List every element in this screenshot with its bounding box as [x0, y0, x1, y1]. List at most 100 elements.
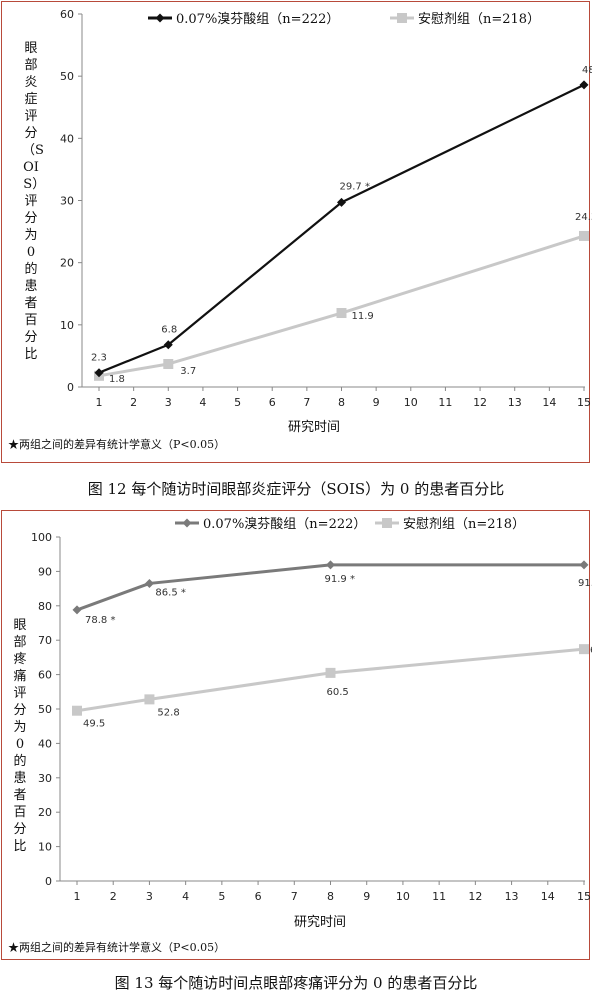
- x-tick-label: 3: [146, 890, 153, 903]
- x-tick-label: 11: [432, 890, 446, 903]
- data-point-marker: [163, 358, 174, 369]
- y-tick-label: 60: [38, 669, 52, 682]
- data-point-marker: [144, 694, 155, 705]
- legend-label: 安慰剂组（n=218）: [403, 517, 525, 532]
- x-tick-label: 6: [255, 890, 262, 903]
- x-tick-label: 9: [363, 890, 370, 903]
- data-point-marker: [579, 560, 589, 570]
- y-tick-label: 50: [38, 703, 52, 716]
- y-tick-label: 0: [67, 381, 74, 394]
- y-axis-label: 眼部炎症评分（SOIS）评分为0的患者百分比: [22, 41, 44, 362]
- data-label: 48.6 *: [582, 65, 592, 76]
- data-label: 3.7: [180, 366, 196, 377]
- data-label: 60.5: [327, 687, 349, 698]
- figure-caption: 图 12 每个随访时间眼部炎症评分（SOIS）为 0 的患者百分比: [87, 480, 505, 498]
- legend-label: 0.07%溴芬酸组（n=222）: [176, 12, 339, 27]
- data-point-marker: [163, 340, 173, 350]
- y-tick-label: 80: [38, 600, 52, 613]
- x-tick-label: 1: [96, 396, 103, 409]
- data-point-marker: [94, 368, 104, 378]
- data-label: 6.8: [161, 325, 177, 336]
- x-tick-label: 1: [74, 890, 81, 903]
- y-tick-label: 60: [60, 8, 74, 21]
- data-label: 11.9: [352, 311, 374, 322]
- series-line: [98, 234, 585, 378]
- data-label: 29.7 *: [340, 181, 370, 192]
- x-tick-label: 5: [234, 396, 241, 409]
- x-tick-label: 4: [199, 396, 206, 409]
- data-label: 2.3: [91, 353, 107, 364]
- data-label: 1.8: [109, 374, 125, 385]
- series-line: [76, 563, 584, 612]
- x-tick-label: 7: [291, 890, 298, 903]
- legend-marker: [155, 13, 165, 23]
- footnote: ★两组之间的差异有统计学意义（P<0.05）: [8, 941, 226, 954]
- x-tick-label: 8: [327, 890, 334, 903]
- legend-label: 0.07%溴芬酸组（n=222）: [203, 517, 366, 532]
- x-tick-label: 15: [577, 396, 591, 409]
- y-tick-label: 10: [38, 841, 52, 854]
- series-line: [76, 647, 585, 713]
- x-tick-label: 8: [338, 396, 345, 409]
- y-tick-label: 20: [60, 257, 74, 270]
- data-point-marker: [579, 230, 589, 241]
- data-point-marker: [72, 605, 82, 615]
- legend-label: 安慰剂组（n=218）: [418, 12, 540, 27]
- data-label: 24.3: [575, 212, 592, 223]
- data-label: 86.5 *: [155, 587, 185, 598]
- x-tick-label: 10: [404, 396, 418, 409]
- y-tick-label: 100: [31, 531, 52, 544]
- data-label: 49.5: [83, 719, 105, 730]
- x-tick-label: 10: [396, 890, 410, 903]
- chart-panel-pain: 眼部疼痛评分为0的患者百分比 研究时间 ★两组之间的差异有统计学意义（P<0.0…: [1, 510, 590, 960]
- x-tick-label: 4: [182, 890, 189, 903]
- x-tick-label: 13: [508, 396, 522, 409]
- y-tick-label: 70: [38, 634, 52, 647]
- x-tick-label: 9: [373, 396, 380, 409]
- data-point-marker: [326, 560, 335, 570]
- x-tick-label: 12: [473, 396, 487, 409]
- legend-marker: [182, 518, 192, 528]
- data-point-marker: [336, 308, 347, 319]
- x-tick-label: 11: [438, 396, 452, 409]
- y-tick-label: 90: [38, 565, 52, 578]
- y-axis-label: 眼部疼痛评分为0的患者百分比: [13, 618, 27, 854]
- data-point-marker: [579, 80, 589, 90]
- y-tick-label: 0: [45, 875, 52, 888]
- data-label: 91.9 *: [325, 574, 355, 585]
- data-label: 78.8 *: [85, 615, 115, 626]
- data-point-marker: [337, 197, 346, 207]
- data-label: 52.8: [157, 707, 179, 718]
- y-tick-label: 30: [60, 195, 74, 208]
- x-axis-label: 研究时间: [294, 915, 347, 930]
- x-tick-label: 12: [468, 890, 482, 903]
- x-tick-label: 14: [542, 396, 556, 409]
- y-tick-label: 20: [38, 806, 52, 819]
- x-tick-label: 14: [541, 890, 555, 903]
- x-tick-label: 2: [130, 396, 137, 409]
- data-label: 67.4: [590, 645, 592, 656]
- x-tick-label: 3: [165, 396, 172, 409]
- x-tick-label: 6: [269, 396, 276, 409]
- footnote: ★两组之间的差异有统计学意义（P<0.05）: [8, 438, 226, 451]
- legend-marker: [397, 13, 407, 23]
- data-point-marker: [579, 644, 589, 655]
- y-tick-label: 40: [60, 132, 74, 145]
- x-tick-label: 7: [303, 396, 310, 409]
- y-tick-label: 50: [60, 70, 74, 83]
- legend-marker: [382, 518, 392, 528]
- y-tick-label: 30: [38, 772, 52, 785]
- data-point-marker: [144, 578, 154, 588]
- data-point-marker: [72, 705, 82, 716]
- x-tick-label: 15: [577, 890, 591, 903]
- x-tick-label: 5: [218, 890, 225, 903]
- data-label: 91.9 *: [578, 578, 592, 589]
- chart-panel-sois: 眼部炎症评分（SOIS）评分为0的患者百分比 研究时间 ★两组之间的差异有统计学…: [1, 1, 590, 463]
- x-axis-label: 研究时间: [288, 420, 341, 435]
- y-tick-label: 40: [38, 737, 52, 750]
- x-tick-label: 13: [505, 890, 519, 903]
- figure-caption: 图 13 每个随访时间点眼部疼痛评分为 0 的患者百分比: [114, 974, 478, 992]
- series-line: [98, 83, 585, 374]
- y-tick-label: 10: [60, 319, 74, 332]
